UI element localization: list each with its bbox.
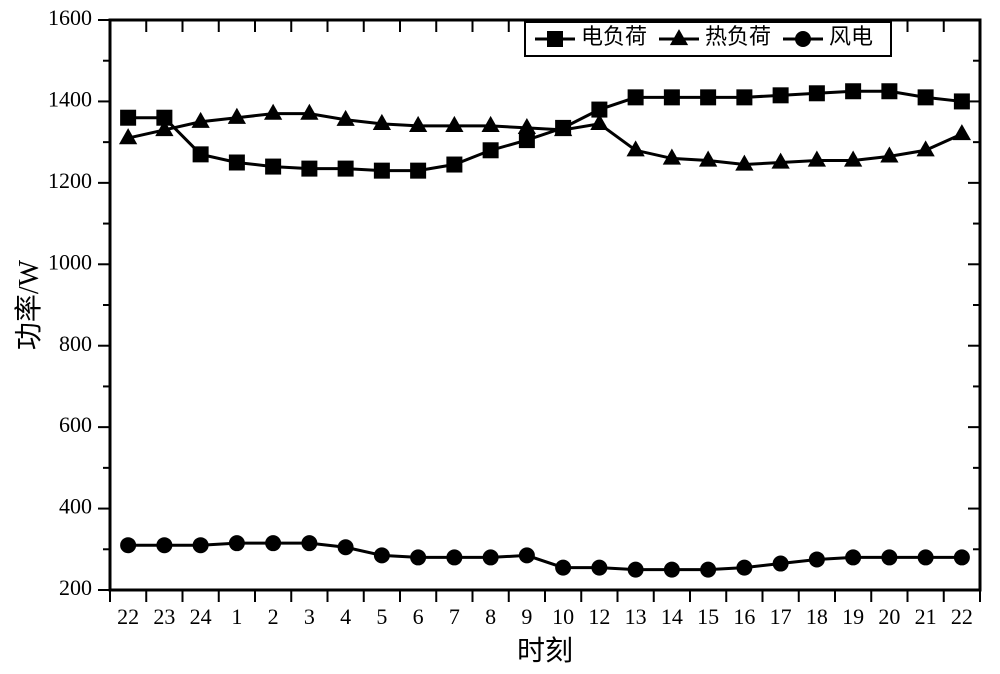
svg-text:热负荷: 热负荷 bbox=[705, 24, 771, 49]
svg-text:19: 19 bbox=[842, 604, 864, 629]
svg-text:4: 4 bbox=[340, 604, 351, 629]
svg-text:17: 17 bbox=[770, 604, 792, 629]
svg-text:10: 10 bbox=[552, 604, 574, 629]
svg-text:风电: 风电 bbox=[829, 24, 873, 49]
svg-text:1600: 1600 bbox=[48, 5, 92, 30]
svg-text:12: 12 bbox=[588, 604, 610, 629]
svg-text:6: 6 bbox=[413, 604, 424, 629]
chart-svg: 2004006008001000120014001600222324123456… bbox=[0, 0, 1000, 674]
svg-text:8: 8 bbox=[485, 604, 496, 629]
svg-text:14: 14 bbox=[661, 604, 683, 629]
svg-text:200: 200 bbox=[59, 575, 92, 600]
svg-text:16: 16 bbox=[733, 604, 755, 629]
line-chart: 2004006008001000120014001600222324123456… bbox=[0, 0, 1000, 674]
svg-text:22: 22 bbox=[951, 604, 973, 629]
svg-text:22: 22 bbox=[117, 604, 139, 629]
svg-text:21: 21 bbox=[915, 604, 937, 629]
svg-text:3: 3 bbox=[304, 604, 315, 629]
svg-text:15: 15 bbox=[697, 604, 719, 629]
svg-text:18: 18 bbox=[806, 604, 828, 629]
svg-text:9: 9 bbox=[521, 604, 532, 629]
svg-text:13: 13 bbox=[625, 604, 647, 629]
svg-text:时刻: 时刻 bbox=[517, 635, 573, 667]
svg-text:23: 23 bbox=[153, 604, 175, 629]
svg-text:600: 600 bbox=[59, 412, 92, 437]
svg-text:功率/W: 功率/W bbox=[13, 259, 45, 350]
svg-text:2: 2 bbox=[268, 604, 279, 629]
svg-text:5: 5 bbox=[376, 604, 387, 629]
svg-text:1400: 1400 bbox=[48, 86, 92, 111]
svg-text:1000: 1000 bbox=[48, 249, 92, 274]
svg-text:400: 400 bbox=[59, 494, 92, 519]
svg-text:24: 24 bbox=[190, 604, 212, 629]
svg-text:1200: 1200 bbox=[48, 168, 92, 193]
svg-text:1: 1 bbox=[231, 604, 242, 629]
svg-text:800: 800 bbox=[59, 331, 92, 356]
svg-text:电负荷: 电负荷 bbox=[581, 24, 647, 49]
svg-text:7: 7 bbox=[449, 604, 460, 629]
svg-text:20: 20 bbox=[878, 604, 900, 629]
